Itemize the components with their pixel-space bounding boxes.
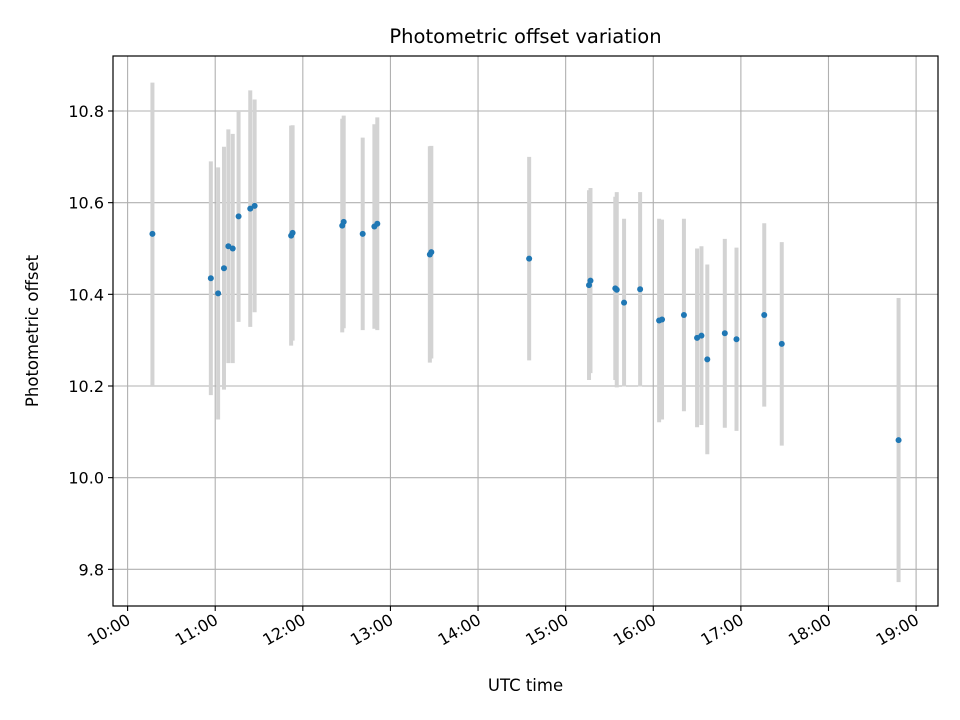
- data-point: [247, 205, 254, 212]
- data-point: [215, 290, 222, 297]
- data-point: [761, 311, 768, 318]
- y-tick-label: 10.4: [68, 285, 104, 304]
- data-point: [587, 277, 594, 284]
- y-tick-label: 10.8: [68, 102, 104, 121]
- data-point: [229, 245, 236, 252]
- y-tick-label: 9.8: [79, 560, 104, 579]
- data-point: [613, 286, 620, 293]
- chart-title: Photometric offset variation: [389, 25, 661, 48]
- data-point: [235, 213, 242, 220]
- data-point: [340, 218, 347, 225]
- data-point: [220, 265, 227, 272]
- data-point: [895, 437, 902, 444]
- grid: [113, 56, 938, 606]
- data-point: [704, 356, 711, 363]
- plot-frame: [112, 55, 939, 607]
- data-point: [207, 275, 214, 282]
- data-point: [659, 316, 666, 323]
- data-point: [733, 336, 740, 343]
- data-point: [698, 332, 705, 339]
- y-tick-label: 10.0: [68, 469, 104, 488]
- data-point: [374, 220, 381, 227]
- data-point: [251, 202, 258, 209]
- data-point: [526, 255, 533, 262]
- data-points: [149, 202, 902, 444]
- data-point: [778, 340, 785, 347]
- y-tick-label: 10.2: [68, 377, 104, 396]
- data-point: [621, 299, 628, 306]
- data-point: [289, 229, 296, 236]
- data-point: [149, 230, 156, 237]
- y-axis-label: Photometric offset: [23, 254, 42, 407]
- data-point: [586, 282, 593, 289]
- data-point: [359, 230, 366, 237]
- data-point: [680, 311, 687, 318]
- y-tick-label: 10.6: [68, 194, 104, 213]
- data-point: [721, 330, 728, 337]
- data-point: [637, 286, 644, 293]
- x-axis-label: UTC time: [488, 676, 563, 695]
- y-axis: 9.8 10.0 10.2 10.4 10.6 10.8: [68, 102, 113, 579]
- data-point: [428, 249, 435, 256]
